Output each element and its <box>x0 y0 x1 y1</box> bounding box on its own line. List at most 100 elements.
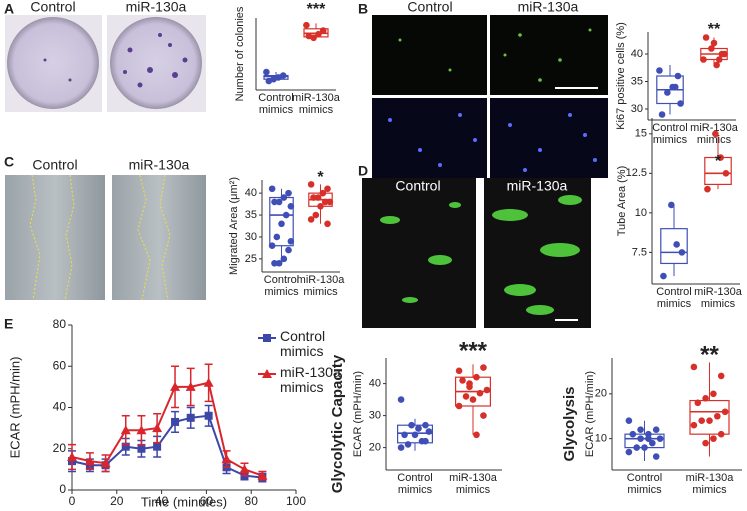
data-point <box>287 238 295 245</box>
x-tick-label: miR-130a mimics <box>694 287 742 310</box>
panel-letter: C <box>4 154 14 170</box>
data-point <box>315 30 322 38</box>
y-tick-label: 80 <box>53 317 67 331</box>
data-point <box>263 68 270 76</box>
y-tick-label: 30 <box>631 103 643 115</box>
data-point <box>287 202 295 210</box>
data-point <box>319 27 327 34</box>
data-point <box>422 437 429 445</box>
data-point <box>480 412 487 419</box>
data-point <box>690 421 698 429</box>
data-point <box>664 89 671 96</box>
data-point <box>708 45 715 52</box>
data-point <box>721 50 728 58</box>
data-point <box>462 393 470 400</box>
data-point <box>706 417 713 425</box>
data-point <box>411 431 419 439</box>
marker <box>137 444 146 453</box>
chart-title: Glycolytic Capacity <box>329 354 346 493</box>
data-point <box>625 448 633 456</box>
y-tick-label: 20 <box>53 441 67 455</box>
photo-label: miR-130a <box>129 157 190 173</box>
data-point <box>690 363 698 371</box>
legend-label: Control mimics <box>280 329 326 360</box>
x-tick-label-box: Control mimics <box>397 473 432 495</box>
y-axis-label: Tube Area (%) <box>616 166 628 237</box>
data-point <box>673 241 680 248</box>
data-point <box>268 185 276 193</box>
significance: * <box>317 169 324 186</box>
data-point <box>656 435 664 442</box>
y-tick-label: 35 <box>631 75 643 87</box>
data-point <box>710 39 718 47</box>
marker <box>257 470 268 480</box>
panel-letter: A <box>4 1 14 17</box>
data-point <box>265 77 273 85</box>
data-point <box>704 185 711 193</box>
marker <box>239 464 250 474</box>
data-point <box>466 383 473 391</box>
y-tick-label: 25 <box>245 253 257 265</box>
x-tick-label: 40 <box>155 494 169 508</box>
x-tick-label: 60 <box>200 494 214 508</box>
data-point <box>268 242 276 250</box>
marker <box>136 425 147 435</box>
photo-label: Control <box>30 0 75 15</box>
data-point <box>717 430 725 438</box>
x-tick-label-box: Control mimics <box>258 93 293 115</box>
data-point <box>717 154 724 161</box>
photo-label: miR-130a <box>507 178 568 194</box>
data-point <box>271 259 278 267</box>
data-point <box>282 211 290 219</box>
marker <box>204 411 213 420</box>
data-point <box>415 425 422 432</box>
data-point <box>455 367 463 375</box>
data-point <box>710 435 717 442</box>
data-point <box>637 426 644 433</box>
x-tick-label-box: miR-130a mimics <box>694 287 742 310</box>
box <box>689 399 730 435</box>
x-tick-label: Control mimics <box>652 123 688 146</box>
data-point <box>649 439 656 447</box>
data-point <box>715 56 723 63</box>
data-point <box>312 211 320 219</box>
chart-title: Glycolysis <box>561 386 578 461</box>
data-point <box>641 444 648 451</box>
data-point <box>713 61 720 69</box>
y-tick-label: 15 <box>635 128 647 140</box>
y-tick-label: 12.5 <box>626 167 647 179</box>
data-point <box>633 444 640 451</box>
y-tick-label: 10 <box>635 207 647 219</box>
x-tick-label-box: miR-130a mimics <box>690 123 738 145</box>
data-point <box>324 185 331 193</box>
data-point <box>278 220 285 228</box>
x-tick-label: 20 <box>110 494 124 508</box>
data-point <box>473 373 480 381</box>
data-point <box>307 216 315 223</box>
data-point <box>714 412 721 420</box>
photo-label: miR-130a <box>126 0 187 15</box>
data-point <box>271 198 278 206</box>
data-point <box>310 194 317 201</box>
marker <box>121 442 130 451</box>
y-tick-label: 60 <box>53 358 67 372</box>
data-point <box>275 198 283 206</box>
photo-label: miR-130a <box>518 0 579 15</box>
data-point <box>629 430 637 438</box>
data-point <box>321 198 329 206</box>
x-tick-label-box: Control mimics <box>263 275 300 298</box>
marker <box>221 454 232 464</box>
data-point <box>677 100 684 107</box>
marker <box>186 413 195 422</box>
data-point <box>285 189 292 197</box>
data-point <box>668 201 675 209</box>
x-tick-label: Control mimics <box>263 275 300 298</box>
data-point <box>397 444 405 451</box>
marker <box>100 458 111 468</box>
series-line <box>71 381 263 477</box>
marker <box>120 425 131 435</box>
data-point <box>314 194 322 201</box>
data-point <box>473 431 480 439</box>
marker <box>203 377 214 387</box>
y-axis-label: ECAR (mPH/min) <box>7 357 22 459</box>
